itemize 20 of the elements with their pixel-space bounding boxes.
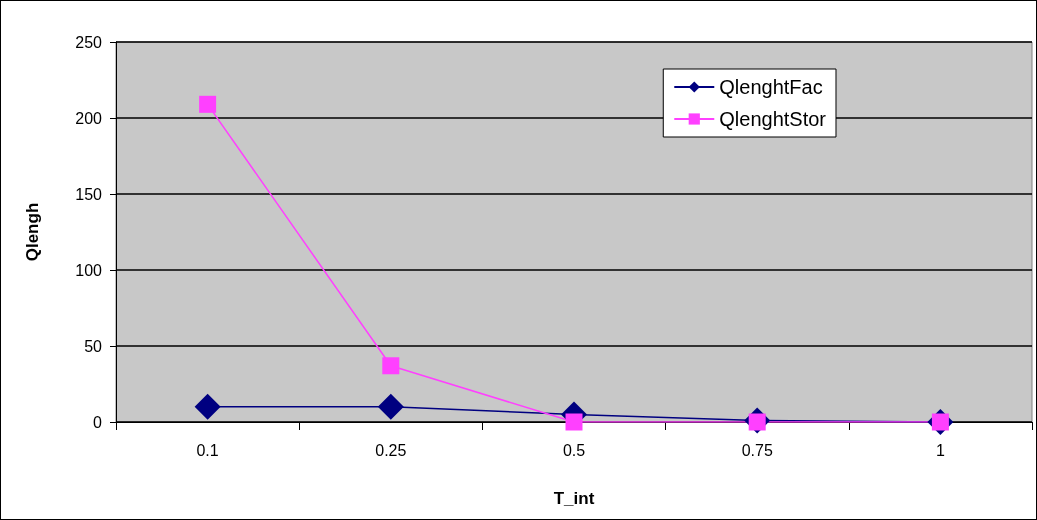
y-tick-label: 100 [75,261,103,279]
x-axis-title: T_int [553,489,595,508]
point [199,95,217,113]
y-tick-label: 150 [75,185,103,203]
x-tick-label: 0.25 [375,441,407,459]
x-tick-label: 0.5 [562,441,586,459]
point [194,393,221,420]
y-tick-label: 250 [75,33,103,51]
y-tick-label: 0 [93,413,103,431]
point [382,357,400,375]
legend-label: QlenghtFac [719,76,823,98]
y-tick-label: 50 [84,337,103,355]
x-tick-label: 0.1 [196,441,219,459]
x-tick-label: 0.75 [741,441,773,459]
point [565,413,583,431]
y-tick-label: 200 [75,109,103,127]
point [377,393,404,420]
legend-label: QlenghtStor [719,108,827,130]
x-tick-label: 1 [935,441,945,459]
y-axis-title: Qlengh [23,202,42,262]
